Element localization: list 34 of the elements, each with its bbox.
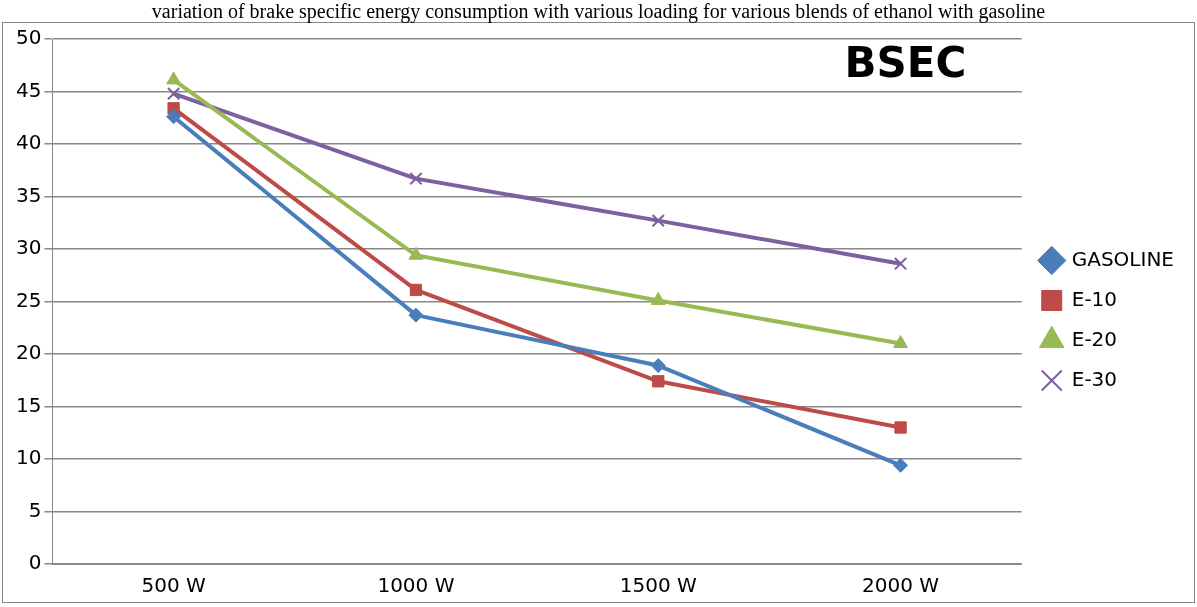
y-tick-label: 35 xyxy=(16,182,42,207)
y-tick-label: 30 xyxy=(16,235,42,260)
y-tick-label: 10 xyxy=(16,445,42,470)
y-tick-label: 20 xyxy=(16,340,42,365)
point xyxy=(409,283,423,297)
legend-label: E-30 xyxy=(1071,366,1118,391)
point xyxy=(166,86,181,101)
point xyxy=(652,375,665,388)
chart-title: BSEC xyxy=(844,37,967,87)
y-tick-label: 45 xyxy=(16,77,42,102)
point xyxy=(408,307,424,323)
y-tick-label: 40 xyxy=(16,130,42,155)
y-tick-label: 5 xyxy=(28,497,42,522)
point xyxy=(409,171,423,186)
y-tick-label: 25 xyxy=(16,287,42,312)
x-tick-label: 2000 W xyxy=(862,573,940,598)
legend-label: E-20 xyxy=(1071,326,1118,351)
point xyxy=(166,71,182,85)
legend-label: GASOLINE xyxy=(1071,246,1175,271)
point xyxy=(651,213,665,228)
x-tick-label: 1000 W xyxy=(377,573,455,598)
y-tick-label: 0 xyxy=(28,550,42,575)
y-tick-label: 15 xyxy=(16,392,42,417)
text: variation of brake specific energy consumption with various loading for various blends of ethanol with gasoline xyxy=(151,0,1046,22)
point xyxy=(893,335,909,348)
x-tick-label: 500 W xyxy=(141,573,206,598)
point xyxy=(893,257,908,271)
point xyxy=(650,358,666,374)
point xyxy=(894,421,907,434)
y-tick-label: 50 xyxy=(16,25,42,50)
point xyxy=(166,109,182,125)
x-tick-label: 1500 W xyxy=(619,573,697,598)
legend-label: E-10 xyxy=(1071,286,1118,311)
point xyxy=(893,457,909,473)
